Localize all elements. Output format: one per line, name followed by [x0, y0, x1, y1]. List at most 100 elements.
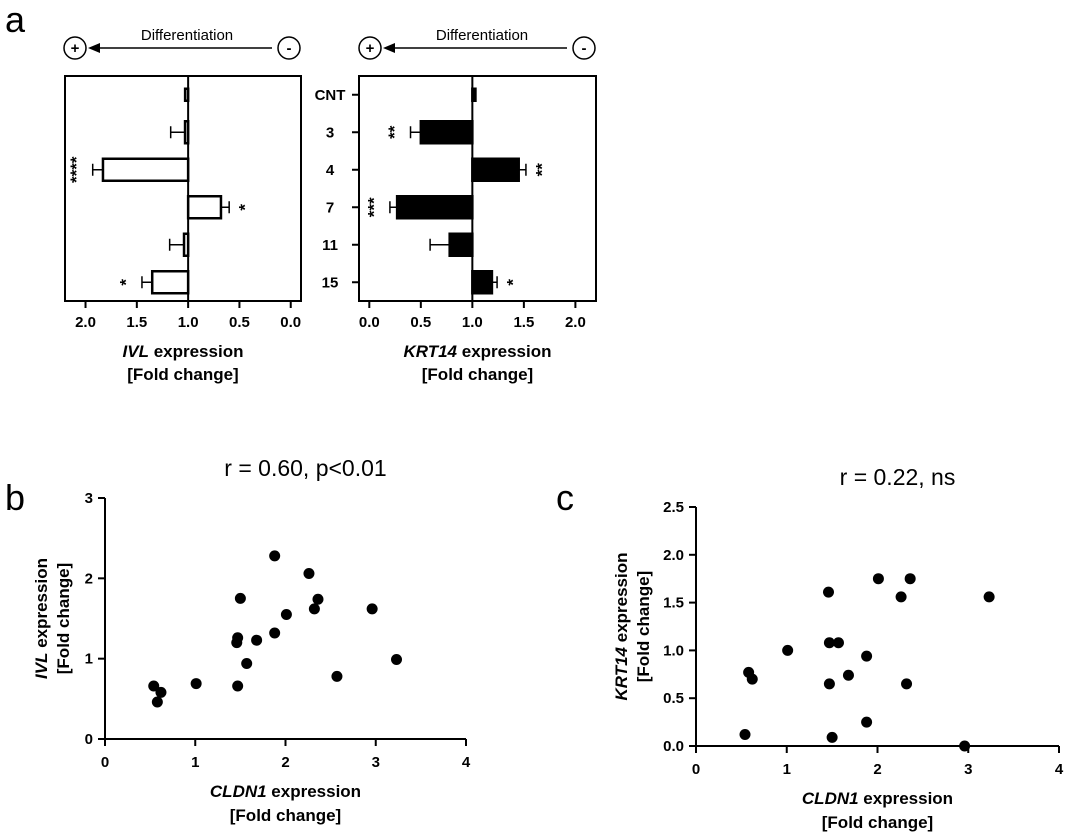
y-axis-title: IVL expression	[32, 558, 51, 679]
data-point	[331, 670, 343, 682]
x-tick-label: 0	[692, 761, 700, 778]
plot-frame	[64, 75, 302, 302]
plus-symbol: +	[71, 40, 80, 57]
data-point	[269, 550, 281, 562]
x-axis-title-gene: CLDN1	[210, 782, 267, 801]
differentiation-label: Differentiation	[141, 27, 233, 44]
x-axis-title-rest: expression	[457, 342, 552, 361]
bar-7	[186, 195, 223, 220]
x-tick-label: 2.0	[565, 314, 586, 331]
x-axis-title-line2: [Fold change]	[822, 813, 933, 832]
data-point	[959, 740, 971, 752]
data-point	[280, 608, 292, 620]
significance-stars: *	[504, 279, 523, 286]
bar-4	[471, 157, 520, 182]
differentiation-label: Differentiation	[436, 27, 528, 44]
data-point	[251, 634, 263, 646]
x-tick-label: 2.0	[75, 314, 96, 331]
data-point	[842, 669, 854, 681]
panel-label-c: c	[556, 477, 574, 518]
y-tick-label: 1	[85, 651, 93, 668]
x-tick-label: 4	[1055, 761, 1064, 778]
significance-stars: ****	[67, 156, 86, 183]
significance-stars: **	[385, 125, 404, 139]
data-point	[782, 644, 794, 656]
data-point	[312, 593, 324, 605]
data-point	[151, 696, 163, 708]
data-point	[983, 591, 995, 603]
y-axis-title-rest: expression	[612, 552, 631, 647]
category-label-7: 7	[326, 199, 334, 216]
data-point	[826, 731, 838, 743]
x-tick-label: 1.5	[126, 314, 147, 331]
plot-frame	[358, 75, 597, 302]
x-axis-title-rest: expression	[859, 789, 954, 808]
data-point	[746, 673, 758, 685]
correlation-title: r = 0.60, p<0.01	[224, 455, 386, 481]
y-tick-label: 0.0	[663, 738, 684, 755]
y-axis-title-line2: [Fold change]	[634, 571, 653, 682]
x-axis-title-rest: expression	[267, 782, 362, 801]
y-tick-label: 1.5	[663, 595, 684, 612]
x-axis-title-line2: [Fold change]	[127, 365, 238, 384]
data-point	[232, 680, 244, 692]
x-tick-label: 1.0	[178, 314, 199, 331]
y-axis-title-rest: expression	[32, 558, 51, 653]
y-tick-label: 2.5	[663, 499, 684, 516]
x-tick-label: 3	[964, 761, 972, 778]
x-tick-label: 1	[191, 754, 199, 771]
data-point	[190, 678, 202, 690]
significance-stars: **	[532, 163, 551, 177]
minus-symbol: -	[582, 40, 587, 57]
category-label-11: 11	[322, 237, 338, 254]
x-axis-title-gene: CLDN1	[802, 789, 859, 808]
minus-symbol: -	[287, 40, 292, 57]
data-point	[861, 650, 873, 662]
plus-symbol: +	[366, 40, 375, 57]
panel-label-b: b	[5, 477, 25, 518]
chart-krt14-vs-cldn1-scatter: r = 0.22, ns 0 1 2 3 4 0.0 0.5 1.0 1.5 2.0 2.5 CLDN1…	[612, 464, 1064, 832]
data-point	[366, 603, 378, 615]
y-tick-label: 0.5	[663, 690, 684, 707]
x-tick-label: 1.0	[462, 314, 483, 331]
significance-stars: *	[236, 204, 255, 211]
significance-stars: *	[116, 279, 135, 286]
data-point	[241, 657, 253, 669]
x-axis-title-gene: KRT14	[403, 342, 457, 361]
differentiation-arrow-right: + - Differentiation	[358, 27, 596, 60]
x-tick-label: 2	[281, 754, 289, 771]
y-tick-label: 1.0	[663, 642, 684, 659]
correlation-title: r = 0.22, ns	[840, 464, 956, 490]
x-axis-title: KRT14 expression	[403, 342, 551, 361]
data-point	[155, 686, 167, 698]
x-axis-title-gene: IVL	[123, 342, 149, 361]
y-axis-title-gene: IVL	[32, 653, 51, 679]
x-axis-title-rest: expression	[149, 342, 244, 361]
data-point	[232, 632, 244, 644]
significance-stars: ***	[364, 197, 383, 217]
x-axis-title: CLDN1 expression	[802, 789, 953, 808]
y-tick-label: 2.0	[663, 547, 684, 564]
y-axis-title-gene: KRT14	[612, 646, 631, 700]
y-axis-title: KRT14 expression	[612, 552, 631, 700]
y-tick-label: 2	[85, 570, 93, 587]
x-tick-label: 1	[783, 761, 791, 778]
x-tick-label: 0	[101, 754, 109, 771]
category-label-3: 3	[326, 124, 334, 141]
data-point	[822, 586, 834, 598]
y-tick-label: 3	[85, 490, 93, 507]
x-tick-label: 0.0	[359, 314, 380, 331]
data-point	[391, 653, 403, 665]
y-axis-title-line2: [Fold change]	[54, 563, 73, 674]
data-point	[739, 729, 751, 741]
bar-11	[448, 232, 474, 257]
data-point	[861, 716, 873, 728]
data-point	[303, 568, 315, 580]
bar-7	[395, 195, 474, 220]
x-axis-title: IVL expression	[123, 342, 244, 361]
bar-3	[419, 120, 474, 145]
data-point	[872, 573, 884, 585]
